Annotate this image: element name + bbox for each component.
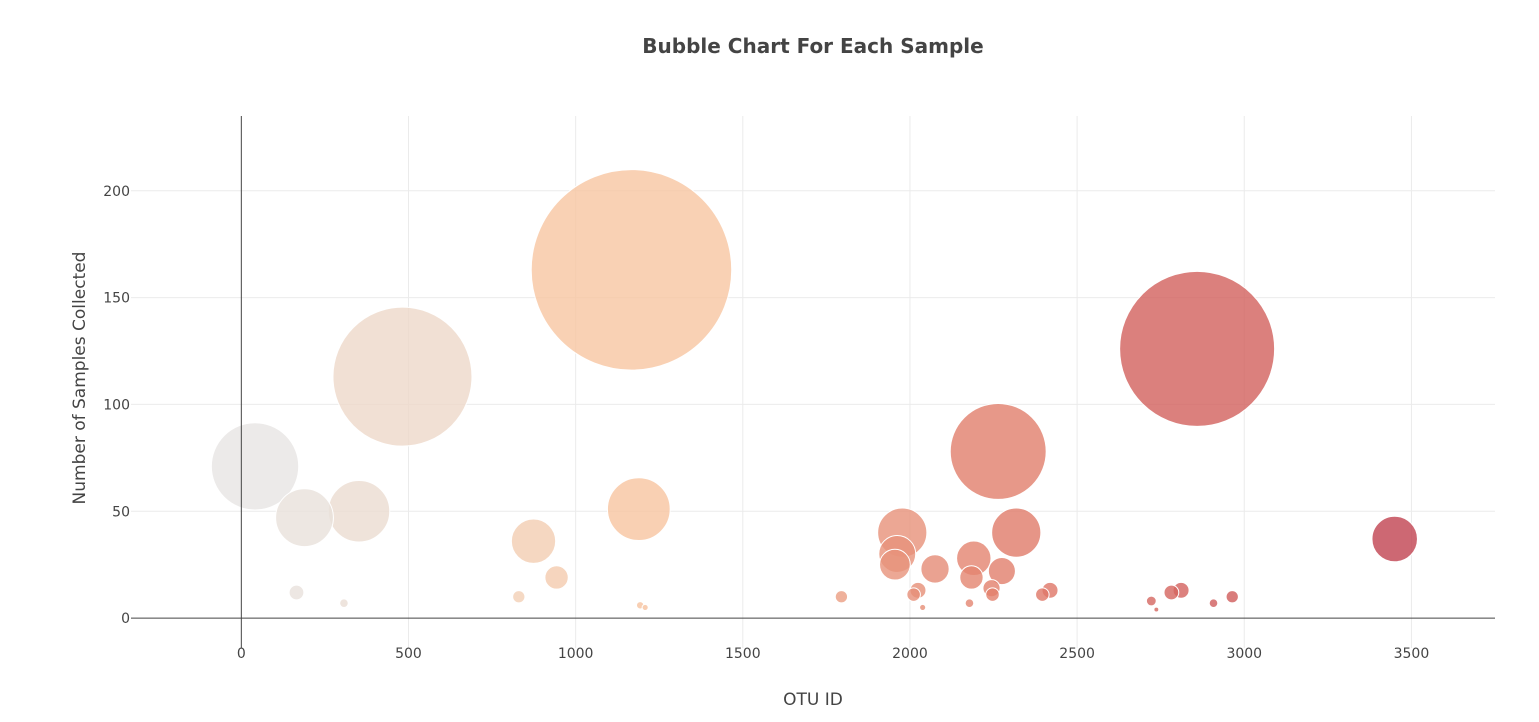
y-tick-label: 200 [103,184,130,200]
bubble-point[interactable] [1225,590,1239,604]
bubble-point[interactable] [1208,598,1219,608]
bubble-point[interactable] [1035,587,1050,602]
bubble-point[interactable] [210,422,300,511]
bubble-point[interactable] [275,488,334,548]
x-tick-label: 3500 [1394,646,1430,662]
bubble-point[interactable] [1145,595,1157,607]
y-tick-label: 150 [103,291,130,307]
bubble-point[interactable] [1163,584,1180,601]
x-tick-label: 2500 [1059,646,1095,662]
x-tick-label: 1500 [725,646,761,662]
bubble-point[interactable] [1119,270,1276,427]
bubble-point[interactable] [1371,515,1418,563]
bubble-point[interactable] [512,590,526,604]
bubble-point[interactable] [919,603,927,611]
bubble-point[interactable] [964,598,975,608]
bubble-point[interactable] [327,480,391,543]
bubble-point[interactable] [641,603,649,611]
x-axis-title: OTU ID [783,690,843,710]
bubble-point[interactable] [920,554,950,584]
bubble-point[interactable] [879,548,911,581]
x-tick-label: 3000 [1226,646,1262,662]
bubble-point[interactable] [985,587,1000,602]
bubble-point[interactable] [530,169,733,371]
bubble-point[interactable] [1153,606,1160,613]
bubble-point[interactable] [834,590,849,604]
bubble-point[interactable] [991,507,1042,558]
bubble-point[interactable] [288,584,305,601]
x-tick-label: 1000 [558,646,594,662]
axis-layer: 0 500 1000 1500 2000 2500 3000 3500 0 50 100 150 200 [103,116,1495,662]
x-tick-label: 0 [237,646,246,662]
bubble-layer [210,169,1418,613]
bubble-point[interactable] [606,477,671,541]
y-axis-title: Number of Samples Collected [70,252,90,505]
y-tick-label: 0 [121,611,130,627]
y-tick-label: 50 [112,504,130,520]
x-tick-label: 2000 [892,646,928,662]
bubble-point[interactable] [987,557,1016,586]
bubble-point[interactable] [544,565,569,590]
bubble-point[interactable] [949,402,1047,500]
x-tick-label: 500 [395,646,422,662]
bubble-point[interactable] [332,306,473,447]
bubble-point[interactable] [959,565,984,590]
bubble-point[interactable] [510,518,557,564]
chart-title: Bubble Chart For Each Sample [642,34,983,58]
y-tick-label: 100 [103,397,130,413]
bubble-point[interactable] [339,598,349,608]
bubble-point[interactable] [906,587,921,602]
